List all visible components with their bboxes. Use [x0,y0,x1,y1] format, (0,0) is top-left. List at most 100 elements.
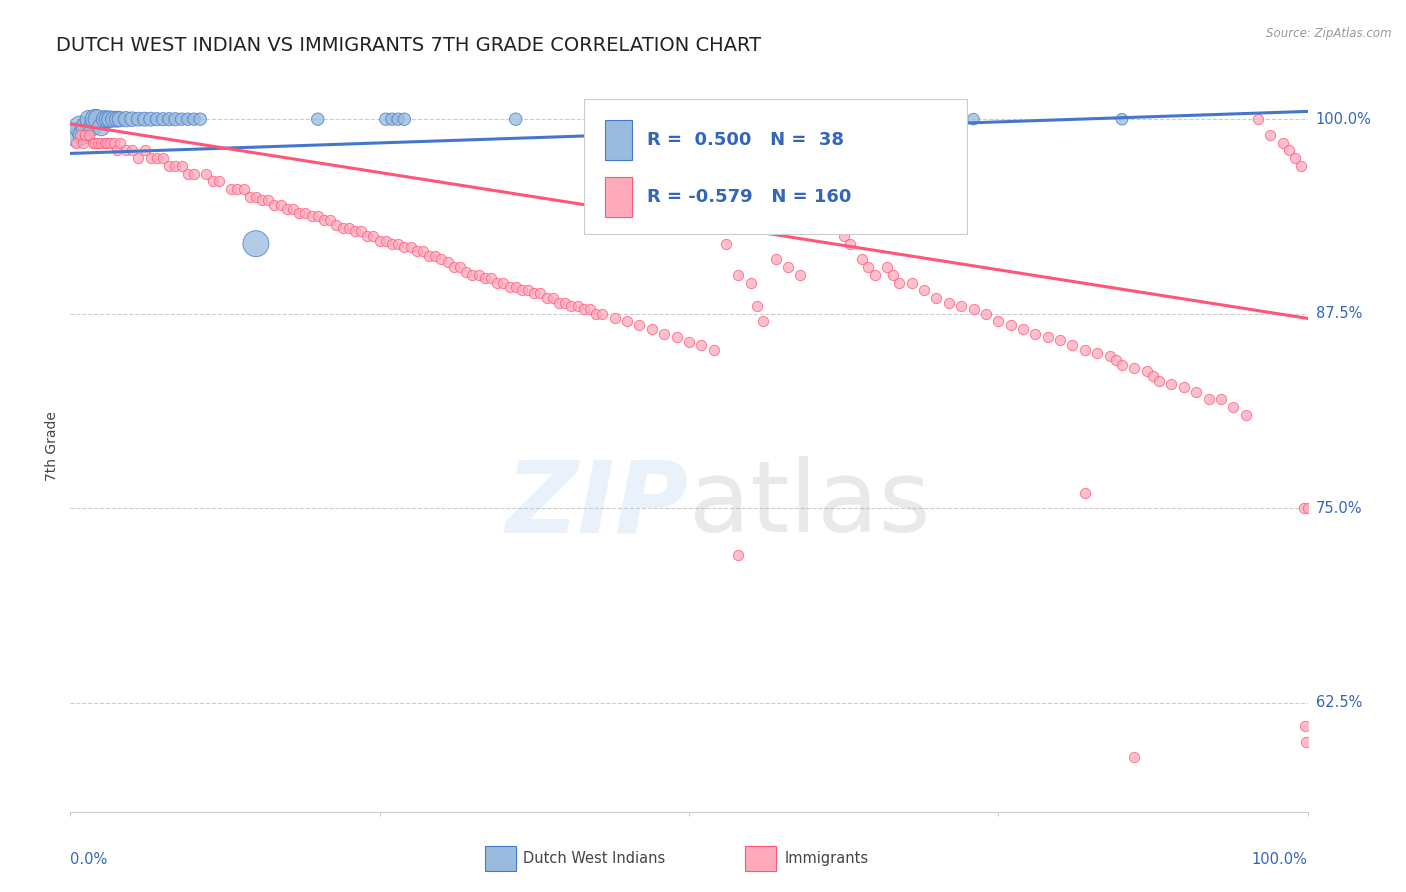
Point [363,228,385,243]
Point [177,167,200,181]
Point [103,112,125,127]
Point [208,174,231,188]
Point [863,268,886,282]
Point [1123,750,1146,764]
Point [294,205,316,219]
Point [75,128,97,142]
Point [387,236,409,251]
Point [232,182,254,196]
Point [239,190,262,204]
FancyBboxPatch shape [583,99,967,234]
Point [801,190,824,204]
Point [889,276,911,290]
Point [245,236,267,251]
Point [139,112,162,127]
Point [1049,333,1071,347]
Point [381,236,404,251]
Point [765,252,787,267]
Point [307,112,329,127]
Point [387,112,409,127]
Point [332,221,354,235]
Point [312,213,335,227]
Point [560,299,582,313]
Point [134,112,156,127]
Point [108,112,131,127]
Point [127,151,149,165]
Point [1185,384,1208,399]
Point [616,314,638,328]
Text: ZIP: ZIP [506,456,689,553]
Point [987,314,1010,328]
Point [486,276,509,290]
Point [498,280,520,294]
Point [1160,376,1182,391]
Point [665,330,688,344]
Point [94,112,117,127]
Point [257,193,280,207]
Point [270,198,292,212]
Point [714,236,737,251]
Point [974,307,997,321]
Point [876,260,898,274]
Point [65,136,87,150]
Point [319,213,342,227]
Point [288,205,311,219]
Point [1136,364,1159,378]
Point [75,120,97,134]
Point [1284,151,1306,165]
Point [456,265,478,279]
Point [146,112,169,127]
Point [425,249,447,263]
Point [1296,501,1319,516]
Point [82,136,104,150]
Point [405,244,427,259]
Point [165,159,187,173]
Point [105,144,128,158]
Point [103,136,125,150]
Text: 62.5%: 62.5% [1316,695,1362,710]
Point [591,307,613,321]
Point [838,236,860,251]
Point [121,144,143,158]
Point [368,234,391,248]
Point [827,221,849,235]
Point [170,112,193,127]
Point [727,268,749,282]
Point [1012,322,1035,336]
Point [572,301,595,316]
Point [703,343,725,357]
Text: atlas: atlas [689,456,931,553]
Point [443,260,465,274]
Point [105,112,128,127]
Point [727,548,749,562]
Point [86,112,108,127]
Point [170,159,193,173]
Point [65,128,87,142]
Point [195,167,218,181]
Point [690,338,713,352]
Point [412,244,434,259]
Point [505,280,527,294]
Point [820,213,842,227]
Point [69,128,91,142]
Point [832,228,855,243]
Text: DUTCH WEST INDIAN VS IMMIGRANTS 7TH GRADE CORRELATION CHART: DUTCH WEST INDIAN VS IMMIGRANTS 7TH GRAD… [56,36,762,54]
Point [1198,392,1220,407]
Point [474,271,496,285]
Point [1085,345,1108,359]
Point [430,252,453,267]
Point [1234,408,1257,422]
Point [1295,734,1317,748]
Point [436,255,458,269]
Point [962,112,984,127]
Point [479,271,502,285]
Point [554,295,576,310]
Point [1292,501,1315,516]
Point [492,276,515,290]
Point [1222,400,1244,414]
Point [343,224,366,238]
Point [276,202,298,217]
Point [1111,112,1133,127]
Point [585,307,607,321]
Point [399,240,422,254]
